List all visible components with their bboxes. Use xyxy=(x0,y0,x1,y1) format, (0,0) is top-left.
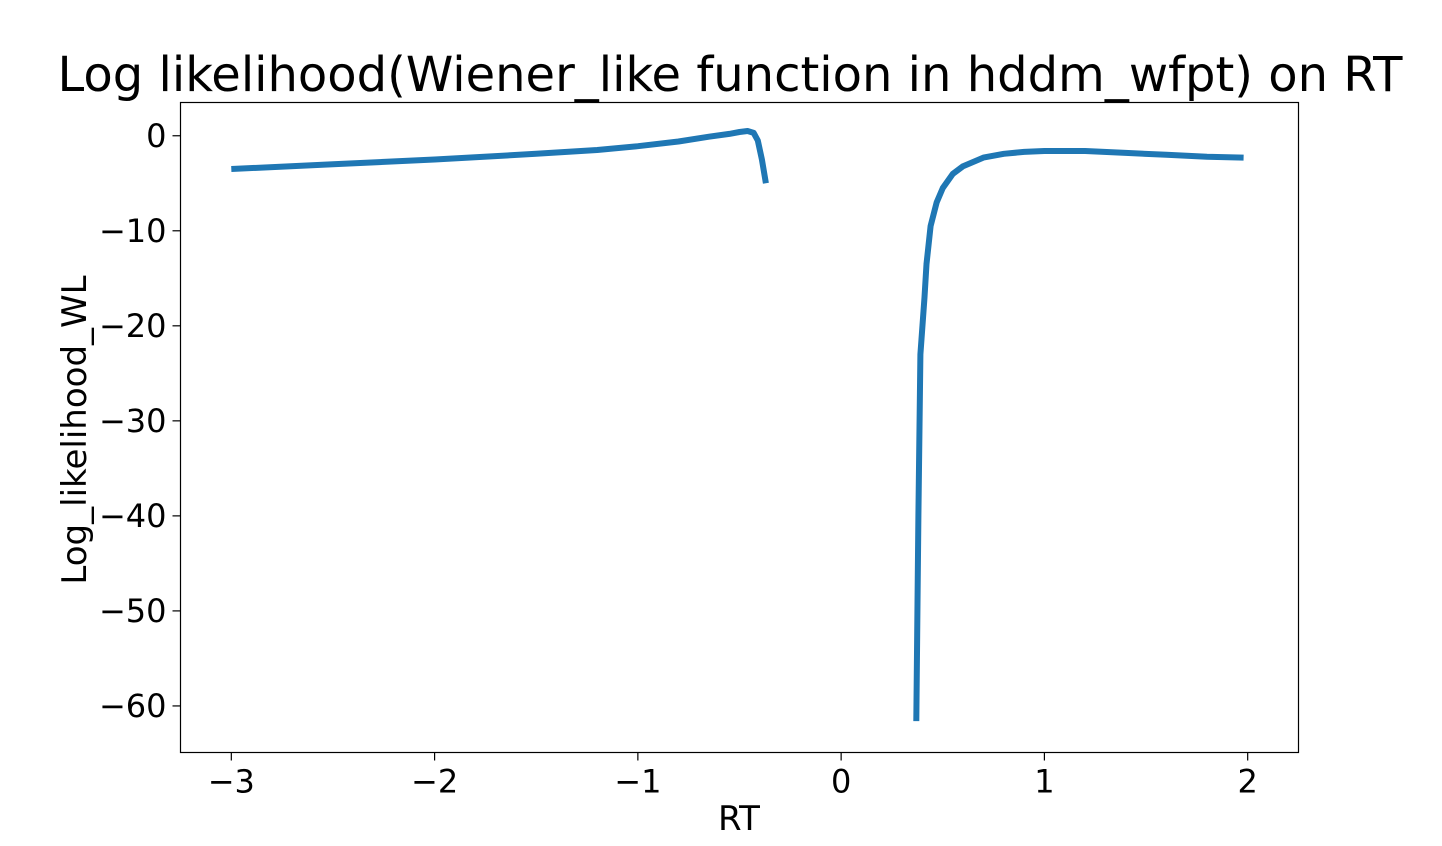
x-axis-ticks: −3 −2 −1 0 1 2 xyxy=(208,752,1258,801)
chart-title: Log likelihood(Wiener_like function in h… xyxy=(58,47,1404,103)
x-tick-label: 0 xyxy=(831,763,851,801)
y-tick-label: −20 xyxy=(99,307,167,345)
series-line-segment-2 xyxy=(913,148,1244,722)
x-tick-label: −3 xyxy=(208,763,255,801)
y-tick-label: −30 xyxy=(99,402,167,440)
plot-lines xyxy=(231,128,1244,722)
y-tick-label: −60 xyxy=(99,687,167,725)
y-axis-label: Log_likelihood_WL xyxy=(55,275,95,584)
x-tick-label: 1 xyxy=(1034,763,1054,801)
plot-frame xyxy=(179,101,1300,754)
x-tick-label: −2 xyxy=(411,763,458,801)
x-tick-label: 2 xyxy=(1238,763,1258,801)
y-tick-label: −40 xyxy=(99,497,167,535)
y-tick-label: −50 xyxy=(99,592,167,630)
y-tick-label: −10 xyxy=(99,212,167,250)
x-tick-label: −1 xyxy=(614,763,661,801)
x-axis-label: RT xyxy=(718,799,760,839)
series-line-segment-1 xyxy=(231,128,769,184)
y-tick-label: 0 xyxy=(146,117,166,155)
y-axis-ticks: 0 −10 −20 −30 −40 −50 −60 xyxy=(99,117,181,725)
